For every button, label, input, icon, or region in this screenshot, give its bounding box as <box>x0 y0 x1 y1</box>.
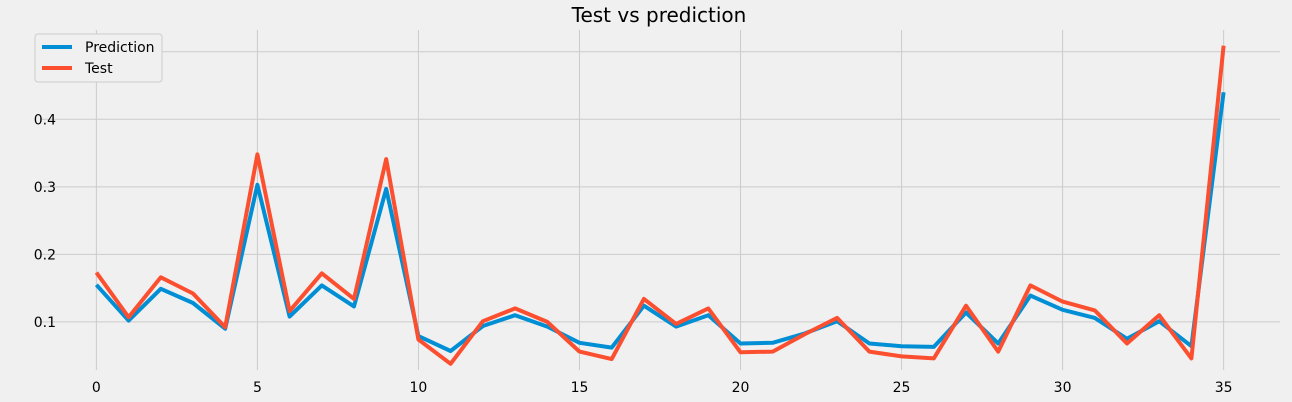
x-tick-label: 30 <box>1054 380 1072 396</box>
x-tick-label: 15 <box>571 380 589 396</box>
chart-title: Test vs prediction <box>571 3 747 27</box>
y-tick-label: 0.4 <box>34 112 56 128</box>
series-line-test <box>94 45 1226 366</box>
x-tick-label: 20 <box>732 380 750 396</box>
x-tick-label: 5 <box>253 380 262 396</box>
x-tick-label: 0 <box>92 380 101 396</box>
x-tick-label: 25 <box>893 380 911 396</box>
gridlines <box>40 30 1280 370</box>
legend: Prediction Test <box>34 33 163 83</box>
x-tick-label: 10 <box>410 380 428 396</box>
y-tick-label: 0.1 <box>34 315 56 331</box>
legend-label-prediction: Prediction <box>85 40 155 56</box>
legend-label-test: Test <box>84 61 113 77</box>
x-tick-label: 35 <box>1215 380 1233 396</box>
y-tick-label: 0.3 <box>34 180 56 196</box>
series-lines <box>94 45 1226 366</box>
y-tick-label: 0.2 <box>34 247 56 263</box>
